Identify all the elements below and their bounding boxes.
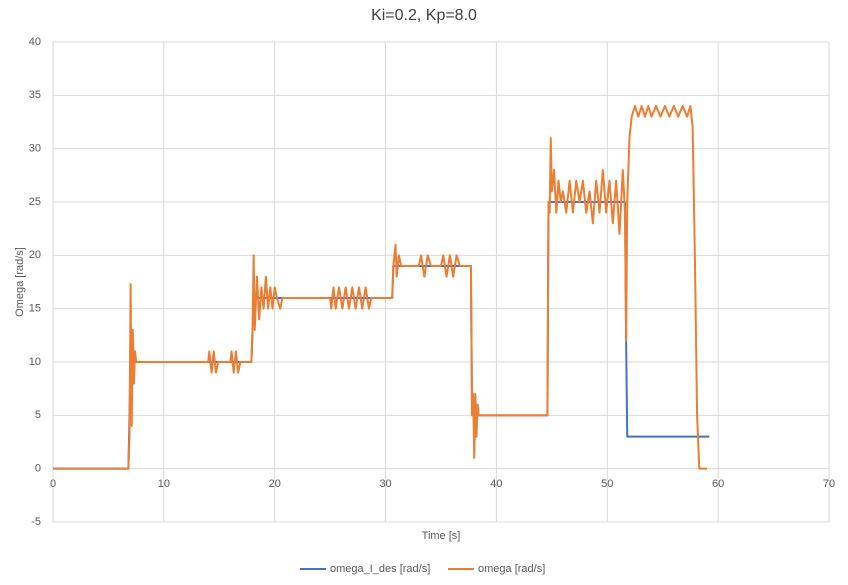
x-tick-label: 10 [158,478,170,490]
x-tick-label: 50 [601,478,613,490]
chart-title: Ki=0.2, Kp=8.0 [371,7,477,24]
series-line [53,201,710,470]
y-tick-label: 0 [35,463,41,475]
y-tick-label: 20 [29,249,41,261]
x-tick-label: 60 [712,478,724,490]
y-tick-label: 15 [29,303,41,315]
y-tick-label: 35 [29,89,41,101]
legend-label: omega_I_des [rad/s] [330,563,430,575]
x-tick-label: 40 [490,478,502,490]
y-tick-label: -5 [31,516,41,528]
y-tick-label: 10 [29,356,41,368]
y-tick-label: 5 [35,409,41,421]
x-tick-label: 0 [50,478,56,490]
x-tick-label: 20 [269,478,281,490]
x-tick-label: 70 [823,478,835,490]
x-axis-title: Time [s] [422,530,461,542]
y-tick-label: 30 [29,143,41,155]
plot-area [52,41,830,523]
x-tick-label: 30 [379,478,391,490]
legend-label: omega [rad/s] [478,563,545,575]
y-tick-label: 40 [29,36,41,48]
y-axis-title: Omega [rad/s] [14,247,26,317]
y-tick-label: 25 [29,196,41,208]
series-line [53,105,708,470]
